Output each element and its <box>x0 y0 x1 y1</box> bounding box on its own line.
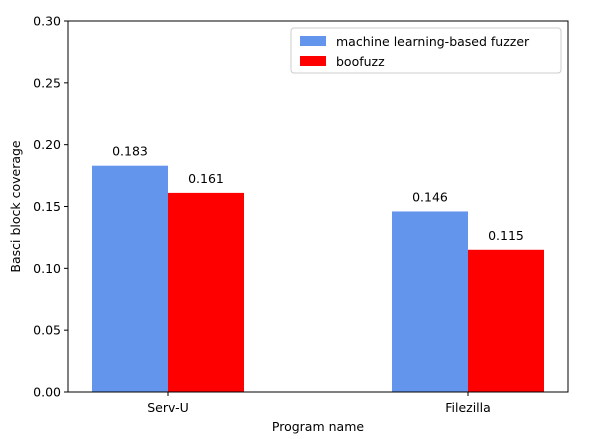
y-tick-label: 0.30 <box>33 14 61 29</box>
data-labels-layer: 0.183 0.161 0.146 0.115 <box>112 144 524 243</box>
y-axis: 0.00 0.05 0.10 0.15 0.20 0.25 0.30 <box>33 14 68 400</box>
bar-boofuzz-serv-u <box>168 192 244 392</box>
bar-boofuzz-filezilla <box>468 249 544 392</box>
x-tick-label: Serv-U <box>147 400 189 415</box>
legend: machine learning-based fuzzer boofuzz <box>290 27 562 74</box>
bar-value-label: 0.161 <box>188 171 224 186</box>
y-axis-label: Basci block coverage <box>8 140 23 273</box>
y-tick-label: 0.20 <box>33 137 61 152</box>
y-tick-label: 0.15 <box>33 199 61 214</box>
legend-swatch <box>300 56 326 66</box>
y-tick-label: 0.05 <box>33 323 61 338</box>
bar-ml-fuzzer-filezilla <box>392 211 468 392</box>
y-tick-label: 0.00 <box>33 385 61 400</box>
bar-ml-fuzzer-serv-u <box>92 165 168 392</box>
bars-layer <box>92 165 544 392</box>
legend-label: machine learning-based fuzzer <box>336 34 530 49</box>
legend-label: boofuzz <box>336 54 385 69</box>
bar-value-label: 0.115 <box>488 228 524 243</box>
bar-value-label: 0.146 <box>412 189 448 204</box>
y-tick-label: 0.10 <box>33 261 61 276</box>
legend-swatch <box>300 36 326 46</box>
x-tick-label: Filezilla <box>445 400 491 415</box>
x-axis: Serv-U Filezilla <box>147 392 491 415</box>
legend-box <box>290 27 562 74</box>
bar-value-label: 0.183 <box>112 144 148 159</box>
x-axis-label: Program name <box>272 419 364 434</box>
y-tick-label: 0.25 <box>33 75 61 90</box>
